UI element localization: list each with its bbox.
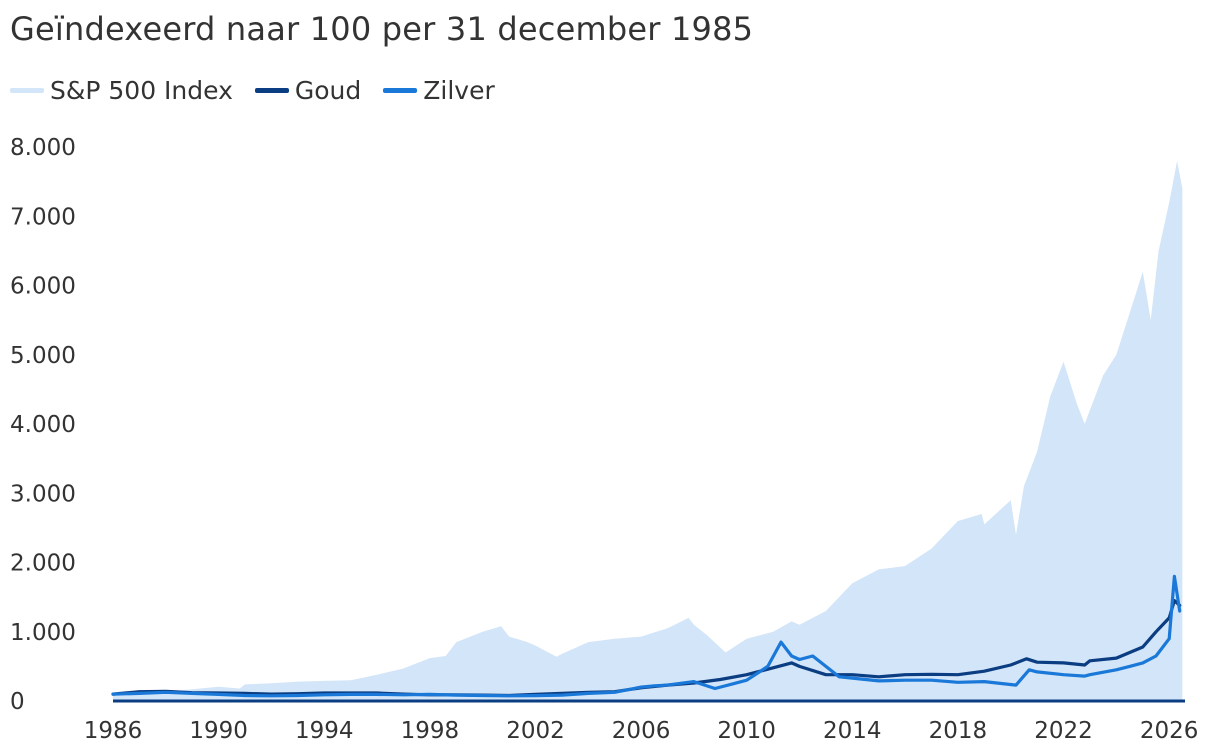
x-tick-label: 2014 — [823, 718, 882, 744]
x-tick-label: 2022 — [1034, 718, 1093, 744]
y-tick-label: 4.000 — [10, 412, 76, 438]
series-layer — [111, 160, 1183, 701]
legend-swatch-zilver — [383, 88, 418, 93]
y-tick-label: 1.000 — [10, 620, 76, 646]
y-tick-label: 2.000 — [10, 551, 76, 577]
chart-title: Geïndexeerd naar 100 per 31 december 198… — [10, 10, 754, 48]
x-tick-label: 2006 — [612, 718, 671, 744]
legend-swatch-sp500 — [10, 88, 44, 93]
y-tick-label: 7.000 — [10, 204, 76, 230]
y-tick-label: 0 — [10, 689, 25, 715]
y-tick-label: 3.000 — [10, 481, 76, 507]
series-line-zilver — [111, 574, 1182, 698]
x-tick-label: 1998 — [401, 718, 460, 744]
x-tick-label: 2010 — [717, 718, 776, 744]
series-line-goud — [111, 599, 1182, 698]
x-tick-label: 1986 — [84, 718, 143, 744]
x-tick-label: 2002 — [506, 718, 565, 744]
chart-legend: S&P 500 Index Goud Zilver — [10, 76, 517, 105]
y-tick-label: 5.000 — [10, 343, 76, 369]
y-tick-label: 6.000 — [10, 274, 76, 300]
x-tick-label: 1990 — [189, 718, 248, 744]
series-area-s-p-500-index — [113, 160, 1183, 701]
legend-label-sp500: S&P 500 Index — [50, 76, 233, 105]
legend-label-goud: Goud — [294, 76, 362, 105]
y-tick-label: 8.000 — [10, 135, 76, 161]
legend-swatch-goud — [254, 88, 289, 93]
axis-layer: 0 1.000 2.000 3.000 4.000 5.000 6.000 7.000 8.00… — [10, 135, 1198, 744]
legend-item-goud: Goud — [254, 76, 362, 105]
legend-label-zilver: Zilver — [423, 76, 495, 105]
legend-item-sp500: S&P 500 Index — [10, 76, 233, 105]
x-tick-label: 2026 — [1140, 718, 1199, 744]
x-tick-label: 1994 — [295, 718, 354, 744]
x-tick-label: 2018 — [929, 718, 988, 744]
legend-item-zilver: Zilver — [383, 76, 495, 105]
